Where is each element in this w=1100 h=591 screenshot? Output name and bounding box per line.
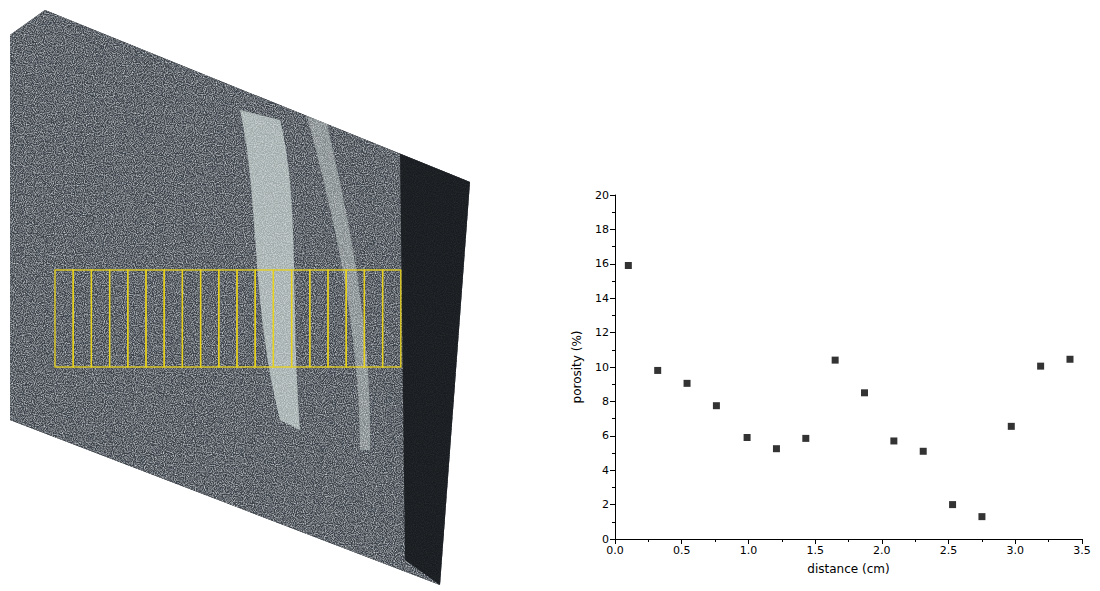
svg-text:distance (cm): distance (cm)	[807, 562, 889, 576]
svg-text:2.5: 2.5	[940, 544, 958, 557]
svg-text:20: 20	[595, 189, 609, 202]
svg-text:6: 6	[602, 429, 609, 442]
svg-text:18: 18	[595, 223, 609, 236]
svg-text:3.5: 3.5	[1073, 544, 1091, 557]
svg-text:14: 14	[595, 292, 609, 305]
svg-text:0.5: 0.5	[673, 544, 691, 557]
svg-text:12: 12	[595, 326, 609, 339]
svg-text:2.0: 2.0	[873, 544, 891, 557]
svg-text:0.0: 0.0	[606, 544, 624, 557]
svg-text:10: 10	[595, 361, 609, 374]
svg-text:3.0: 3.0	[1007, 544, 1024, 557]
svg-text:16: 16	[595, 257, 609, 270]
svg-text:8: 8	[602, 395, 609, 408]
svg-text:0: 0	[602, 532, 609, 546]
svg-text:1.5: 1.5	[806, 544, 824, 557]
svg-text:1.0: 1.0	[740, 544, 758, 557]
svg-text:porosity (%): porosity (%)	[570, 331, 584, 404]
svg-text:4: 4	[602, 464, 609, 477]
svg-text:2: 2	[602, 498, 609, 511]
